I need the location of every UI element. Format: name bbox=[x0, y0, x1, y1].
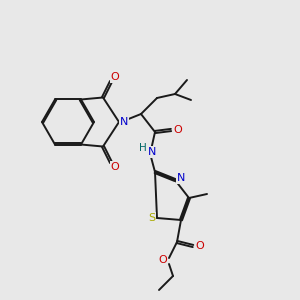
Text: O: O bbox=[174, 125, 182, 135]
Text: O: O bbox=[159, 255, 167, 265]
Text: N: N bbox=[148, 147, 156, 157]
Text: H: H bbox=[139, 143, 147, 153]
Text: O: O bbox=[111, 73, 119, 82]
Text: O: O bbox=[196, 241, 204, 251]
Text: S: S bbox=[148, 213, 156, 223]
Text: O: O bbox=[111, 161, 119, 172]
Text: N: N bbox=[120, 117, 128, 127]
Text: N: N bbox=[177, 173, 185, 183]
